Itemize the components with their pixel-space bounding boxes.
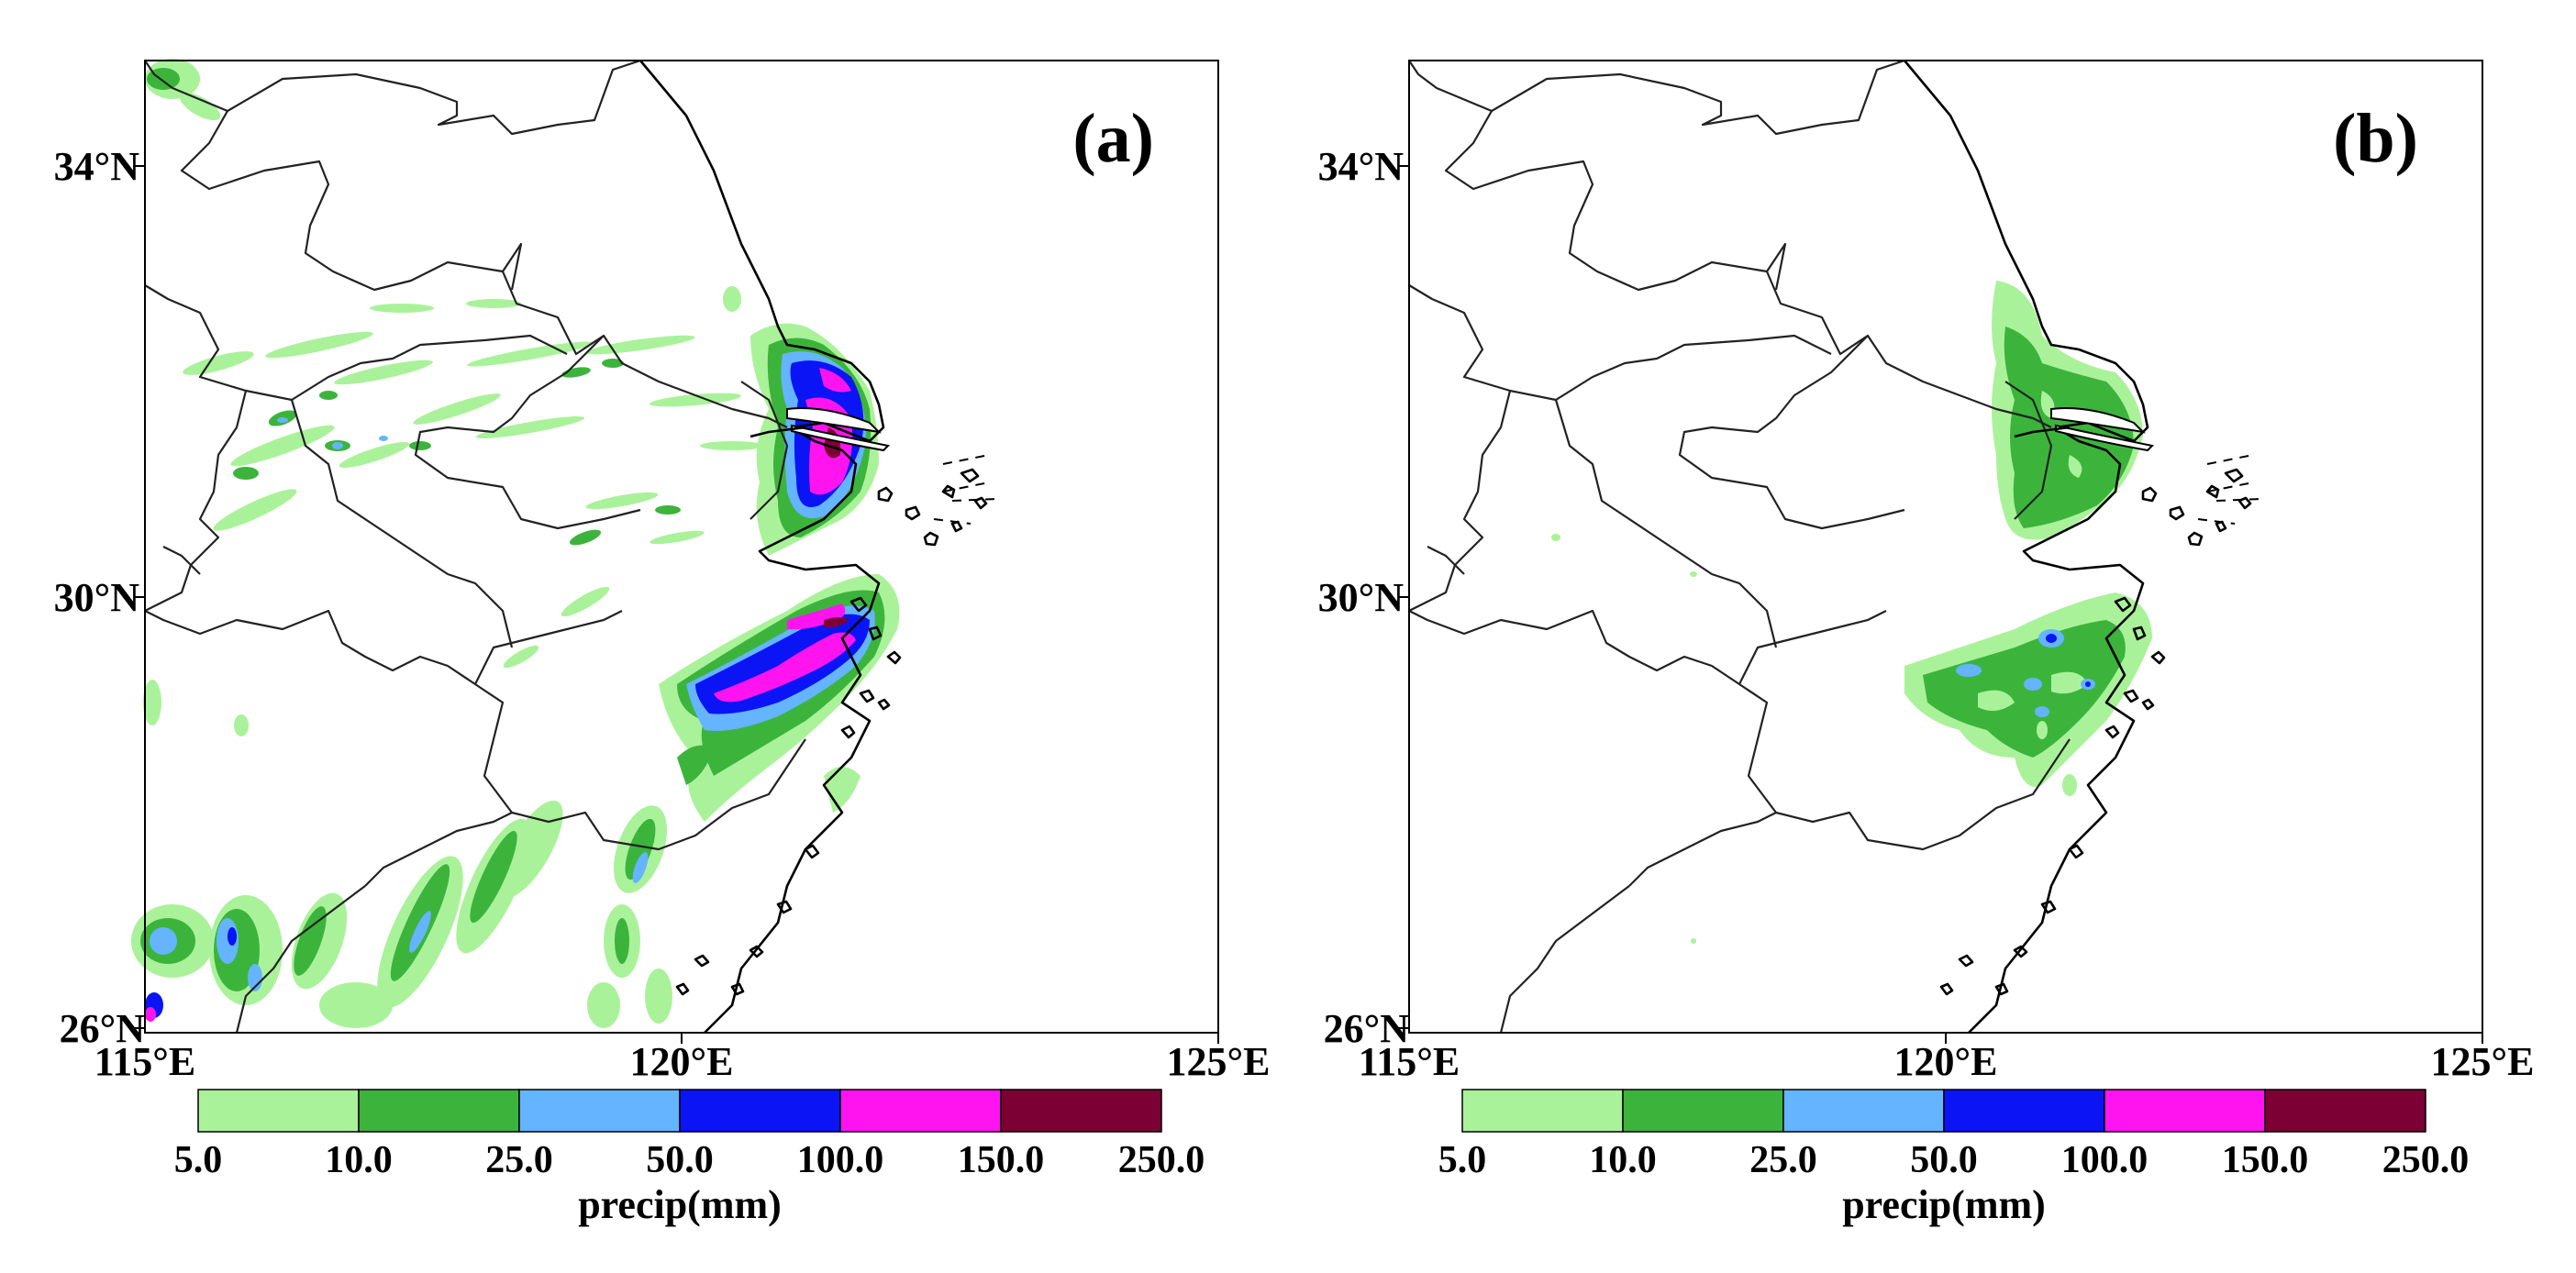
- colorbar-level-6-a: 150.0: [958, 1139, 1045, 1181]
- colorbar-a: 5.0 10.0 25.0 50.0 100.0 150.0 250.0 precip(mm): [174, 1089, 1205, 1227]
- colorbar-level-5-a: 100.0: [797, 1139, 884, 1181]
- lon-tick-115-a: 115°E: [94, 1039, 196, 1084]
- colorbar-level-1-a: 5.0: [174, 1139, 223, 1181]
- colorbar-swatch-6-b: [2264, 1089, 2426, 1133]
- lon-tick-120-a: 120°E: [630, 1039, 734, 1084]
- lon-tick-120-b: 120°E: [1894, 1039, 1998, 1084]
- lon-tick-125-a: 125°E: [1167, 1039, 1271, 1084]
- map-panel-b: (b): [1407, 59, 2483, 1035]
- colorbar-swatch-1-b: [1461, 1089, 1624, 1133]
- colorbar-swatch-5-b: [2104, 1089, 2266, 1133]
- colorbar-swatch-3-a: [518, 1089, 681, 1133]
- colorbar-level-4-a: 50.0: [646, 1139, 714, 1181]
- colorbar-level-1-b: 5.0: [1438, 1139, 1487, 1181]
- axes-b: 34°N 30°N 26°N 115°E 120°E 125°E: [1318, 144, 2535, 1084]
- colorbar-level-3-a: 25.0: [485, 1139, 553, 1181]
- colorbar-unit-label-a: precip(mm): [578, 1182, 782, 1227]
- lat-tick-30-b: 30°N: [1318, 575, 1405, 620]
- panel-label-b: (b): [2333, 100, 2418, 177]
- colorbar-level-2-a: 10.0: [325, 1139, 393, 1181]
- colorbar-swatch-6-a: [1000, 1089, 1162, 1133]
- precip-field-a: [131, 59, 900, 1028]
- map-panel-a: (a): [131, 59, 1219, 1035]
- lat-tick-30-a: 30°N: [54, 575, 140, 620]
- colorbar-b: 5.0 10.0 25.0 50.0 100.0 150.0 250.0 precip(mm): [1438, 1089, 2470, 1227]
- colorbar-swatch-5-a: [839, 1089, 1002, 1133]
- lat-tick-26-a: 26°N: [60, 1006, 146, 1051]
- colorbar-unit-label-b: precip(mm): [1842, 1182, 2046, 1227]
- lat-tick-26-b: 26°N: [1324, 1006, 1410, 1051]
- colorbar-level-4-b: 50.0: [1910, 1139, 1978, 1181]
- colorbar-level-7-b: 250.0: [2382, 1139, 2470, 1181]
- lat-tick-34-a: 34°N: [54, 144, 140, 189]
- colorbar-swatch-4-b: [1943, 1089, 2105, 1133]
- colorbar-swatch-1-a: [197, 1089, 360, 1133]
- colorbar-swatch-2-b: [1622, 1089, 1784, 1133]
- lat-tick-34-b: 34°N: [1318, 144, 1405, 189]
- colorbar-level-7-a: 250.0: [1118, 1139, 1205, 1181]
- colorbar-level-6-b: 150.0: [2222, 1139, 2309, 1181]
- colorbar-swatch-4-a: [679, 1089, 841, 1133]
- lon-tick-125-b: 125°E: [2431, 1039, 2535, 1084]
- lon-tick-115-b: 115°E: [1359, 1039, 1460, 1084]
- colorbar-swatch-2-a: [358, 1089, 520, 1133]
- colorbar-level-2-b: 10.0: [1589, 1139, 1657, 1181]
- colorbar-level-3-b: 25.0: [1749, 1139, 1817, 1181]
- axes-a: 34°N 30°N 26°N 115°E 120°E 125°E: [54, 144, 1271, 1084]
- panel-label-a: (a): [1072, 100, 1154, 177]
- colorbar-level-5-b: 100.0: [2061, 1139, 2149, 1181]
- colorbar-swatch-3-b: [1782, 1089, 1945, 1133]
